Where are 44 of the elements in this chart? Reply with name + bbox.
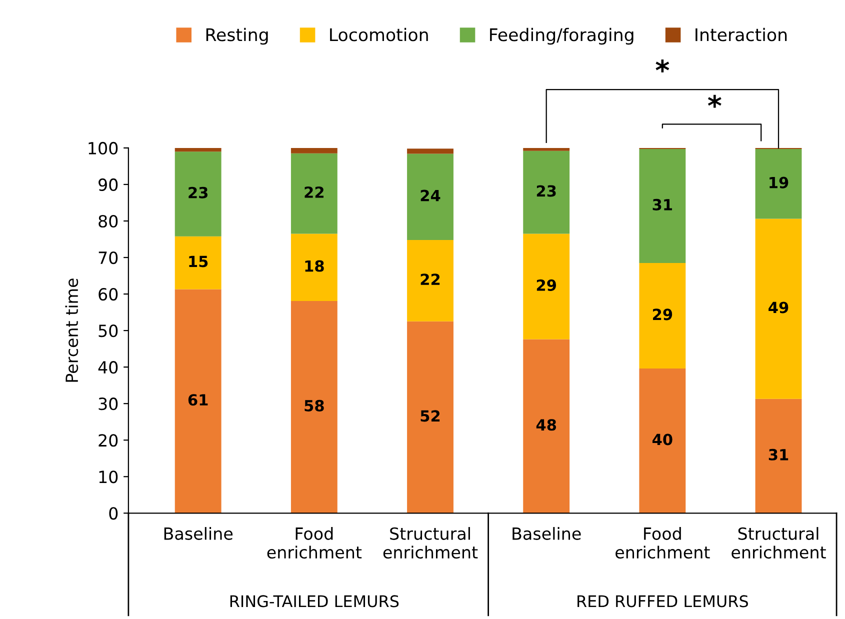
y-tick-label: 80 [98,214,118,228]
y-tick-label: 70 [98,251,118,264]
y-tick-label: 10 [99,470,118,484]
data-label: 23 [536,185,556,197]
y-tick-label: 30 [98,398,118,410]
data-label: 31 [768,448,788,460]
y-tick-label: 50 [98,324,118,338]
x-tick-label: Baseline [164,527,233,540]
data-label: 22 [420,274,440,285]
data-label: 31 [652,198,672,210]
data-label: 40 [652,434,672,446]
legend-label: Locomotion [330,28,428,42]
data-label: 15 [189,256,208,268]
legend-label: Resting [206,28,268,45]
data-label: 18 [305,260,324,272]
text: * [656,59,670,72]
data-label: 22 [304,186,324,198]
y-axis-title: Percent time [65,278,78,382]
data-label: 24 [420,190,440,202]
legend-label: Feeding/foraging [490,28,634,45]
data-label: 61 [188,394,208,406]
y-tick-label: 60 [98,288,118,301]
x-tick-label: Structural enrichment [383,527,478,559]
data-label: 29 [653,308,672,320]
text: RING-TAILED LEMURS [230,595,399,608]
x-tick-label: Food enrichment [616,527,710,559]
data-label: 58 [304,400,324,412]
data-label: 23 [188,186,208,198]
y-tick-label: 0 [109,507,118,520]
y-tick-label: 40 [98,361,118,374]
text: * [708,94,722,108]
data-label: 19 [770,176,788,188]
legend-label: Interaction [696,28,787,42]
data-label: 52 [420,410,440,422]
x-tick-label: Food enrichment [267,527,362,559]
x-tick-label: Structural enrichment [732,527,826,559]
y-tick-label: 90 [98,178,118,192]
data-label: 29 [536,279,556,291]
y-tick-label: 100 [88,142,118,155]
y-tick-label: 20 [98,434,118,447]
text: RED RUFFED LEMURS [578,595,748,608]
data-label: 48 [536,419,556,431]
data-label: 49 [768,302,788,314]
x-tick-label: Baseline [512,527,581,540]
